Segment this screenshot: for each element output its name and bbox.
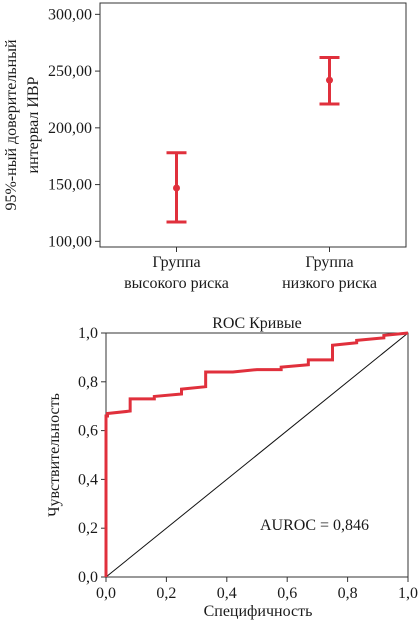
errorbar-x-tick-label: низкого риска xyxy=(282,275,377,292)
roc-x-tick-label: 0,0 xyxy=(96,585,116,602)
errorbar-chart: 100,00 150,00 200,00 250,00 300,00 Группа выс… xyxy=(3,2,407,292)
errorbar-y-tick-label: 150,00 xyxy=(48,177,92,194)
errorbar-y-tick-label: 300,00 xyxy=(48,6,92,23)
errorbar-y-ticks: 100,00 150,00 200,00 250,00 300,00 xyxy=(48,6,100,250)
errorbar-y-label-line1: 95%-ный доверительный xyxy=(3,39,20,210)
roc-y-tick-label: 1,0 xyxy=(78,325,98,342)
errorbar-x-tick-label: высокого риска xyxy=(124,275,229,292)
errorbar-plot-frame xyxy=(99,2,407,248)
roc-lines xyxy=(104,331,409,578)
errorbar-y-label-line2: интервал ИВР xyxy=(25,76,42,173)
roc-y-label: Чувствительность xyxy=(46,393,63,517)
errorbar-y-tick-label: 200,00 xyxy=(48,120,92,137)
errorbar-x-ticks: Группа высокого риска Группа низкого риска xyxy=(124,247,377,292)
errorbar-marks xyxy=(166,55,340,224)
errorbar-x-tick-label: Группа xyxy=(305,254,353,271)
roc-y-tick-label: 0,0 xyxy=(78,569,98,586)
roc-annotation: AUROC = 0,846 xyxy=(260,517,369,534)
roc-x-ticks: 0,0 0,2 0,4 0,6 0,8 1,0 xyxy=(96,577,418,602)
roc-x-tick-label: 0,4 xyxy=(217,585,237,602)
roc-reference-diagonal xyxy=(105,332,409,578)
roc-chart: ROC Кривые 0,00,20,40,60,81,0 0,0 0,2 0,4 0… xyxy=(46,315,418,620)
roc-y-tick-label: 0,8 xyxy=(78,374,98,391)
errorbar-y-tick-label: 250,00 xyxy=(48,63,92,80)
roc-y-tick-label: 0,6 xyxy=(78,423,98,440)
roc-curve xyxy=(104,331,409,577)
errorbar-x-tick-label: Группа xyxy=(152,254,200,271)
roc-x-tick-label: 1,0 xyxy=(398,585,418,602)
errorbar-mean-point xyxy=(173,184,180,192)
roc-x-tick-label: 0,2 xyxy=(156,585,176,602)
roc-x-tick-label: 0,8 xyxy=(338,585,358,602)
roc-x-label: Специфичность xyxy=(204,603,313,620)
roc-x-tick-label: 0,6 xyxy=(277,585,297,602)
roc-y-tick-label: 0,4 xyxy=(78,471,98,488)
roc-y-tick-label: 0,2 xyxy=(78,520,98,537)
roc-title: ROC Кривые xyxy=(212,315,302,332)
errorbar-mean-point xyxy=(326,76,333,84)
roc-y-ticks: 0,0 0,2 0,4 0,6 0,8 1,0 xyxy=(78,325,106,586)
errorbar-y-tick-label: 100,00 xyxy=(48,233,92,250)
